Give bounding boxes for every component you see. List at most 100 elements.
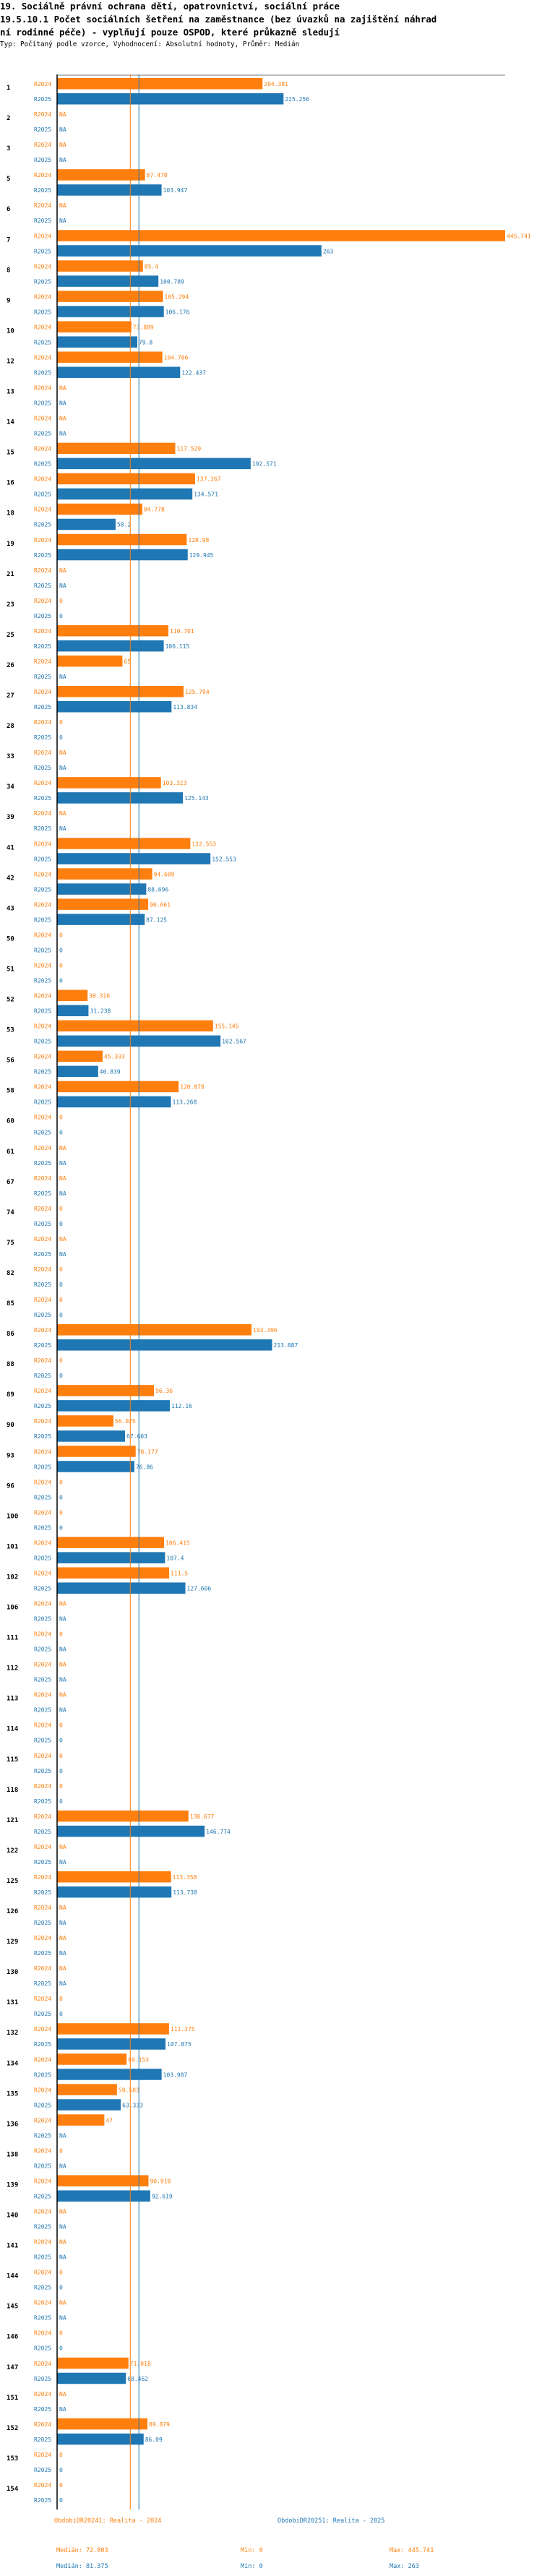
series-label-2025: R2025 xyxy=(34,2376,51,2382)
value-label-2024: 0 xyxy=(59,1266,63,1273)
category-label: 145 xyxy=(7,2304,18,2311)
value-label-2024: 445.741 xyxy=(507,233,531,239)
value-label-2025: 0 xyxy=(59,1524,63,1531)
value-label-2024: 0 xyxy=(59,1509,63,1516)
category-row-122: 122 R2024 NA R2025 NA xyxy=(7,1844,66,1866)
category-row-86: 86 R2024 193.396 R2025 213.887 xyxy=(7,1324,298,1351)
value-label-2024: NA xyxy=(59,1844,66,1850)
series-label-2025: R2025 xyxy=(34,977,51,984)
series-label-2025: R2025 xyxy=(34,1099,51,1106)
value-label-2024: 90.661 xyxy=(150,901,171,908)
category-row-23: 23 R2024 0 R2025 0 xyxy=(7,598,63,619)
series-label-2024: R2024 xyxy=(34,1236,51,1242)
category-row-61: 61 R2024 NA R2025 NA xyxy=(7,1145,66,1167)
value-label-2024: 0 xyxy=(59,1479,63,1485)
category-row-19: 19 R2024 128.98 R2025 129.945 xyxy=(7,533,214,561)
value-label-2024: 0 xyxy=(59,962,63,969)
series-label-2025: R2025 xyxy=(34,522,51,528)
value-label-2025: 63.333 xyxy=(122,2102,143,2108)
series-label-2025: R2025 xyxy=(34,400,51,407)
category-row-9: 9 R2024 105.294 R2025 106.176 xyxy=(7,291,190,317)
value-label-2025: 112.16 xyxy=(171,1403,192,1409)
category-row-90: 90 R2024 56.025 R2025 67.603 xyxy=(7,1415,147,1442)
value-label-2024: 0 xyxy=(59,2452,63,2458)
series-label-2024: R2024 xyxy=(34,871,51,877)
value-label-2025: NA xyxy=(59,1647,66,1653)
bar-2024 xyxy=(57,1050,103,1062)
series-label-2024: R2024 xyxy=(34,416,51,422)
category-label: 140 xyxy=(7,2212,18,2220)
series-label-2025: R2025 xyxy=(34,856,51,862)
series-label-2024: R2024 xyxy=(34,1388,51,1394)
category-label: 118 xyxy=(7,1787,18,1794)
category-label: 6 xyxy=(7,206,10,213)
bar-2025 xyxy=(57,2372,126,2384)
category-row-13: 13 R2024 NA R2025 NA xyxy=(7,385,66,407)
value-label-2025: NA xyxy=(59,2224,66,2231)
value-label-2024: 110.701 xyxy=(170,628,194,635)
category-label: 134 xyxy=(7,2060,19,2067)
value-label-2025: 0 xyxy=(59,734,63,741)
series-label-2024: R2024 xyxy=(34,567,51,574)
min-2024-label: Min: 0 xyxy=(241,2547,263,2554)
bar-2025 xyxy=(57,458,251,470)
value-label-2024: 0 xyxy=(59,1722,63,1729)
value-label-2024: 0 xyxy=(59,598,63,604)
category-row-8: 8 R2024 85.4 R2025 100.789 xyxy=(7,260,184,287)
category-label: 61 xyxy=(7,1149,14,1156)
value-label-2025: 263 xyxy=(323,248,334,254)
value-label-2024: NA xyxy=(59,810,66,817)
series-label-2024: R2024 xyxy=(34,598,51,604)
series-label-2025: R2025 xyxy=(34,1829,51,1835)
value-label-2025: NA xyxy=(59,400,66,407)
category-row-136: 136 R2024 47 R2025 NA xyxy=(7,2114,113,2139)
value-label-2025: 0 xyxy=(59,1494,63,1500)
series-label-2024: R2024 xyxy=(34,385,51,392)
series-label-2024: R2024 xyxy=(34,172,51,179)
series-label-2025: R2025 xyxy=(34,2497,51,2504)
category-label: 129 xyxy=(7,1939,18,1946)
bar-2024 xyxy=(57,2023,169,2035)
series-label-2024: R2024 xyxy=(34,780,51,786)
category-label: 19 xyxy=(7,541,14,548)
series-label-2024: R2024 xyxy=(34,1996,51,2002)
series-label-2024: R2024 xyxy=(34,1054,51,1060)
bar-2024 xyxy=(57,503,142,515)
series-label-2024: R2024 xyxy=(34,324,51,330)
value-label-2024: 85.4 xyxy=(145,263,158,270)
bar-2024 xyxy=(57,1446,136,1457)
series-label-2025: R2025 xyxy=(34,916,51,923)
value-label-2025: 103.987 xyxy=(163,2071,188,2078)
value-label-2024: NA xyxy=(59,2391,66,2397)
series-label-2025: R2025 xyxy=(34,1798,51,1805)
median-2024-label: Medián: 72.803 xyxy=(56,2547,108,2554)
series-label-2024: R2024 xyxy=(34,810,51,817)
series-label-2024: R2024 xyxy=(34,2270,51,2276)
category-row-53: 53 R2024 155.145 R2025 162.567 xyxy=(7,1020,246,1047)
bar-2025 xyxy=(57,306,164,317)
value-label-2024: 0 xyxy=(59,2330,63,2337)
series-label-2025: R2025 xyxy=(34,1950,51,1957)
category-row-135: 135 R2024 59.583 R2025 63.333 xyxy=(7,2084,143,2111)
series-label-2024: R2024 xyxy=(34,901,51,908)
category-row-41: 41 R2024 132.553 R2025 152.553 xyxy=(7,838,236,864)
value-label-2024: 130.677 xyxy=(190,1813,215,1820)
value-label-2025: 58.2 xyxy=(117,522,131,528)
value-label-2024: 0 xyxy=(59,1297,63,1303)
series-label-2025: R2025 xyxy=(34,1738,51,1744)
category-row-15: 15 R2024 117.529 R2025 192.571 xyxy=(7,442,277,470)
category-row-16: 16 R2024 137.267 R2025 134.571 xyxy=(7,473,221,500)
bar-2024 xyxy=(57,442,176,455)
value-label-2024: NA xyxy=(59,1692,66,1699)
value-label-2024: 56.025 xyxy=(115,1418,136,1425)
series-label-2025: R2025 xyxy=(34,1433,51,1440)
series-label-2024: R2024 xyxy=(34,2391,51,2397)
value-label-2024: 90.918 xyxy=(150,2178,171,2184)
category-row-12: 12 R2024 104.706 R2025 122.437 xyxy=(7,351,206,378)
bar-2025 xyxy=(57,914,145,925)
category-label: 12 xyxy=(7,358,14,365)
series-label-2025: R2025 xyxy=(34,583,51,589)
value-label-2024: 0 xyxy=(59,2270,63,2276)
